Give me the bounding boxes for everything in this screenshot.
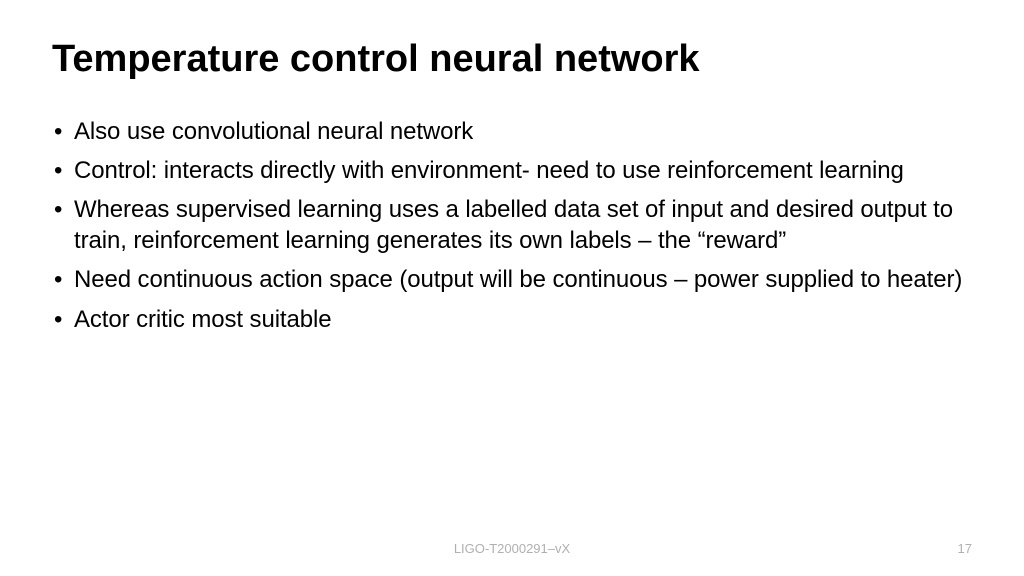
footer-page-number: 17 — [958, 541, 972, 556]
bullet-list: Also use convolutional neural network Co… — [52, 116, 972, 335]
footer-document-id: LIGO-T2000291–vX — [0, 541, 1024, 556]
slide: Temperature control neural network Also … — [0, 0, 1024, 576]
bullet-item: Also use convolutional neural network — [52, 116, 972, 147]
bullet-item: Actor critic most suitable — [52, 304, 972, 335]
slide-title: Temperature control neural network — [52, 38, 972, 82]
bullet-item: Whereas supervised learning uses a label… — [52, 194, 972, 256]
bullet-item: Control: interacts directly with environ… — [52, 155, 972, 186]
bullet-item: Need continuous action space (output wil… — [52, 264, 972, 295]
